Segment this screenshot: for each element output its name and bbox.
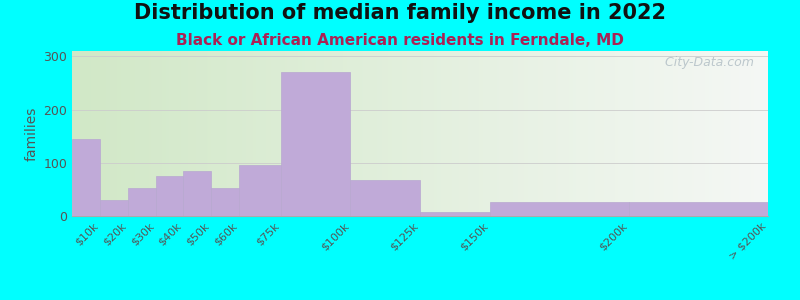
Text: Distribution of median family income in 2022: Distribution of median family income in …	[134, 3, 666, 23]
Bar	[490, 202, 629, 216]
Bar	[183, 171, 211, 216]
Bar	[281, 72, 350, 216]
Y-axis label: families: families	[25, 106, 39, 161]
Bar	[629, 202, 768, 216]
Bar	[128, 188, 155, 216]
Text: Black or African American residents in Ferndale, MD: Black or African American residents in F…	[176, 33, 624, 48]
Text: City-Data.com: City-Data.com	[658, 56, 754, 69]
Bar	[420, 212, 490, 216]
Bar	[350, 180, 420, 216]
Bar	[239, 165, 281, 216]
Bar	[155, 176, 183, 216]
Bar	[72, 139, 100, 216]
Bar	[100, 200, 128, 216]
Bar	[211, 188, 239, 216]
